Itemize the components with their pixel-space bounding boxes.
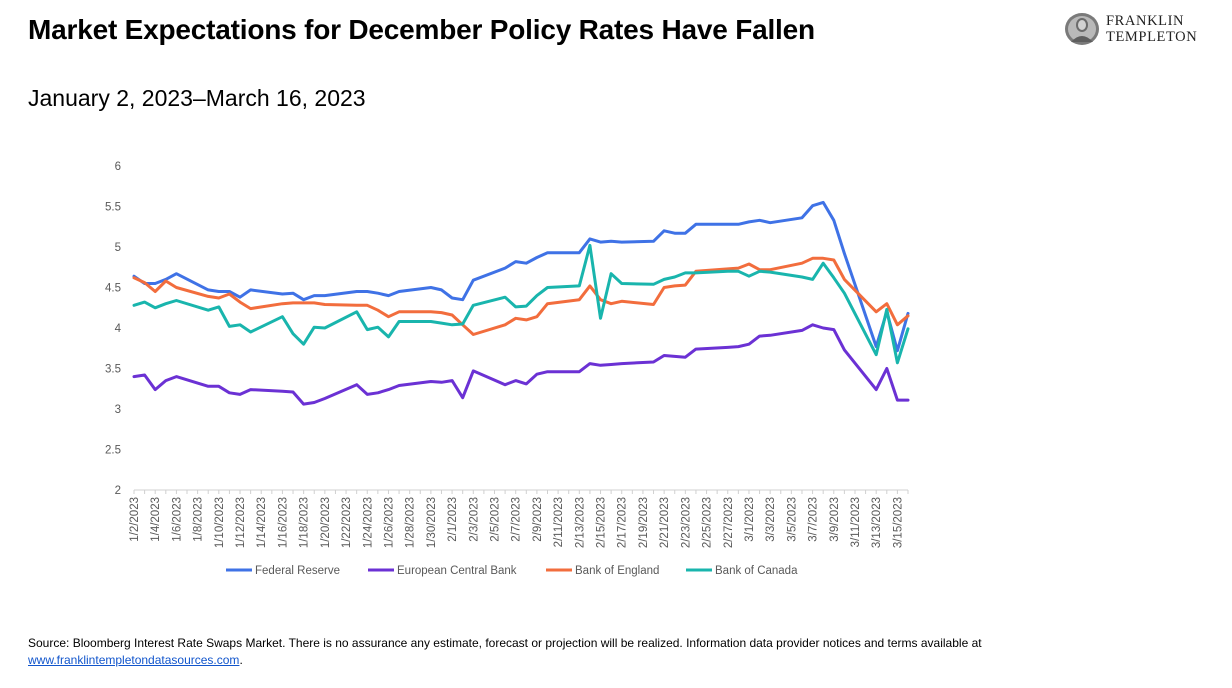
- x-tick-label: 2/7/2023: [511, 497, 523, 542]
- series-line: [132, 323, 910, 406]
- x-tick-label: 1/10/2023: [214, 497, 226, 548]
- logo-line-2: TEMPLETON: [1106, 29, 1198, 45]
- portrait-emblem-icon: [1065, 13, 1099, 45]
- x-tick-label: 1/4/2023: [150, 497, 162, 542]
- chart-layer: 2 2.5 3 3.5 4 4.5 5 5.5 6 1/2/2023 1/4/2023 1/6/202…: [105, 161, 910, 577]
- source-text: Source: Bloomberg Interest Rate Swaps Ma…: [28, 636, 982, 650]
- y-tick-label: 3: [115, 404, 121, 416]
- x-tick-label: 1/14/2023: [256, 497, 268, 548]
- x-tick-label: 1/2/2023: [129, 497, 141, 542]
- series-line: [132, 200, 910, 353]
- y-tick-label: 4.5: [105, 283, 121, 295]
- source-note: Source: Bloomberg Interest Rate Swaps Ma…: [28, 635, 982, 669]
- y-tick-label: 5: [115, 242, 121, 254]
- x-tick-label: 1/18/2023: [299, 497, 311, 548]
- x-tick-label: 2/13/2023: [574, 497, 586, 548]
- x-tick-label: 2/11/2023: [553, 497, 565, 547]
- y-tick-label: 5.5: [105, 202, 121, 214]
- x-tick-label: 3/7/2023: [808, 497, 820, 542]
- x-tick-label: 2/9/2023: [532, 497, 544, 542]
- y-tick-label: 3.5: [105, 364, 121, 376]
- franklin-templeton-logo: FRANKLIN TEMPLETON: [1064, 12, 1214, 46]
- logo-line-1: FRANKLIN: [1106, 13, 1185, 29]
- x-tick-label: 3/13/2023: [871, 497, 883, 548]
- x-tick-label: 2/1/2023: [447, 497, 459, 542]
- x-tick-label: 2/5/2023: [489, 497, 501, 542]
- x-tick-label: 3/3/2023: [765, 497, 777, 542]
- x-tick-label: 1/26/2023: [383, 497, 395, 548]
- x-tick-label: 1/12/2023: [235, 497, 247, 548]
- x-tick-label: 2/3/2023: [468, 497, 480, 542]
- legend-label: Federal Reserve: [255, 565, 340, 577]
- x-tick-label: 3/11/2023: [850, 497, 862, 547]
- x-tick-label: 3/9/2023: [829, 497, 841, 542]
- legend-label: European Central Bank: [397, 565, 517, 577]
- x-tick-label: 1/8/2023: [193, 497, 205, 542]
- legend-label: Bank of Canada: [715, 565, 798, 577]
- x-tick-label: 2/17/2023: [617, 497, 629, 548]
- y-tick-label: 2.5: [105, 445, 121, 457]
- page-subtitle: January 2, 2023–March 16, 2023: [28, 85, 366, 111]
- x-tick-label: 1/30/2023: [426, 497, 438, 548]
- x-tick-label: 1/16/2023: [277, 497, 289, 548]
- x-tick-label: 1/28/2023: [405, 497, 417, 548]
- x-tick-label: 3/15/2023: [892, 497, 904, 548]
- x-tick-label: 2/25/2023: [702, 497, 714, 548]
- y-tick-label: 4: [115, 323, 122, 335]
- legend-label: Bank of England: [575, 565, 659, 577]
- source-link[interactable]: www.franklintempletondatasources.com: [28, 653, 240, 667]
- x-tick-label: 2/23/2023: [680, 497, 692, 548]
- x-tick-label: 2/15/2023: [596, 497, 608, 548]
- y-tick-label: 2: [115, 485, 121, 497]
- x-tick-label: 3/1/2023: [744, 497, 756, 542]
- series-line: [132, 243, 910, 365]
- x-tick-label: 2/19/2023: [638, 497, 650, 548]
- series-line: [132, 256, 910, 336]
- x-tick-label: 1/24/2023: [362, 497, 374, 548]
- x-tick-label: 2/21/2023: [659, 497, 671, 548]
- x-tick-label: 3/5/2023: [786, 497, 798, 542]
- x-tick-label: 1/20/2023: [320, 497, 332, 548]
- x-tick-label: 1/22/2023: [341, 497, 353, 548]
- y-tick-label: 6: [115, 161, 121, 173]
- x-tick-label: 2/27/2023: [723, 497, 735, 548]
- x-tick-label: 1/6/2023: [171, 497, 183, 542]
- page-title: Market Expectations for December Policy …: [28, 14, 815, 45]
- source-end: .: [239, 653, 243, 667]
